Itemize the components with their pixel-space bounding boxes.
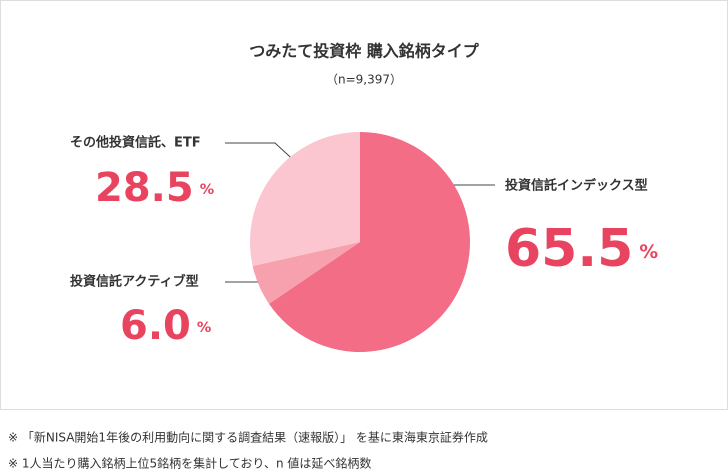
value-label: 28.5% [95, 165, 214, 211]
pie-slice [249, 132, 360, 266]
category-label: 投資信託アクティブ型 [70, 274, 199, 290]
pie-slice [269, 132, 471, 353]
category-label: 投資信託インデックス型 [505, 178, 648, 194]
chart-subtitle: （n=9,397） [326, 73, 402, 87]
chart-title: つみたて投資枠 購入銘柄タイプ [249, 42, 480, 61]
category-label: その他投資信託、ETF [70, 135, 201, 151]
footnote: ※ 1人当たり購入銘柄上位5銘柄を集計しており、n 値は延べ銘柄数 [8, 456, 371, 471]
footnote: ※ 「新NISA開始1年後の利用動向に関する調査結果（速報版）」 を基に東海東京… [8, 430, 488, 445]
value-label: 6.0% [120, 303, 211, 349]
value-label: 65.5% [505, 219, 658, 279]
pie-slice [252, 242, 360, 304]
